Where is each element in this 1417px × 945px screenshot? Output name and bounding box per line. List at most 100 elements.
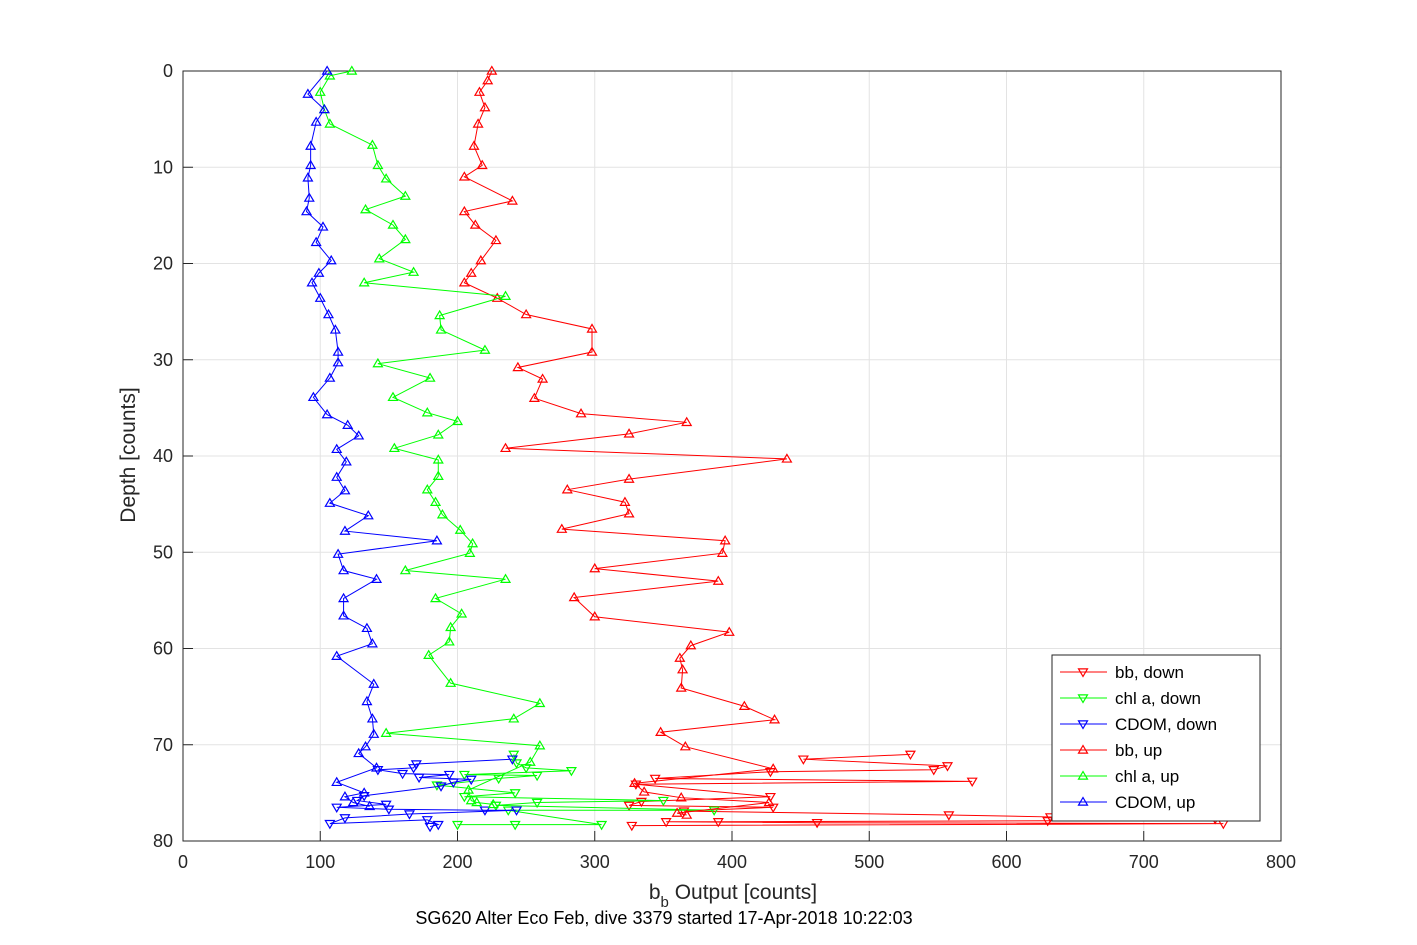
y-tick-label: 80	[153, 831, 173, 851]
data-point	[499, 573, 512, 583]
data-point	[372, 357, 384, 368]
data-point	[388, 442, 400, 453]
data-point	[1042, 817, 1054, 827]
data-point	[380, 727, 392, 737]
data-point	[361, 622, 373, 633]
data-point	[467, 537, 479, 548]
x-tick-label: 700	[1129, 852, 1159, 872]
axis-ticks: 0 100 200 300 400 500 600 700 800 0 10 20 30 40 50 60 70…	[153, 61, 1296, 872]
data-point	[314, 86, 326, 96]
data-point	[458, 277, 470, 287]
data-point	[443, 770, 455, 781]
data-point	[317, 221, 329, 231]
data-point	[660, 817, 672, 828]
data-point	[432, 820, 444, 831]
data-point	[635, 797, 647, 808]
data-point	[508, 750, 520, 761]
series-chl-a-down	[431, 750, 720, 831]
x-tick-label: 800	[1266, 852, 1296, 872]
series-line-bb-up	[463, 70, 787, 816]
data-point	[763, 796, 775, 807]
data-point	[332, 548, 344, 558]
series-bb-up	[458, 65, 793, 819]
data-point	[331, 650, 343, 660]
data-point	[475, 254, 487, 265]
y-axis-label: Depth [counts]	[117, 387, 140, 522]
data-point	[677, 663, 689, 674]
data-point	[424, 822, 436, 833]
data-point	[512, 361, 524, 372]
data-point	[413, 773, 425, 784]
data-point	[712, 817, 724, 828]
data-point	[399, 233, 411, 244]
data-point	[366, 713, 378, 723]
data-point	[681, 416, 693, 427]
data-point	[383, 805, 395, 815]
data-point	[302, 172, 314, 182]
data-point	[561, 484, 573, 494]
data-point	[465, 775, 477, 786]
legend-item: chl a, down	[1060, 689, 1201, 708]
data-point	[403, 810, 416, 820]
legend-label: bb, up	[1115, 741, 1162, 760]
data-point	[657, 796, 669, 807]
data-point	[565, 766, 577, 777]
data-point	[685, 639, 697, 650]
data-point	[675, 792, 687, 802]
data-point	[361, 695, 373, 706]
data-point	[331, 471, 343, 481]
data-point	[487, 798, 499, 809]
data-point	[490, 234, 502, 245]
data-point	[346, 65, 358, 75]
legend-item: bb, up	[1060, 741, 1162, 760]
data-point	[768, 714, 781, 724]
data-point	[324, 372, 336, 382]
data-point	[506, 755, 518, 765]
data-point	[499, 442, 512, 453]
data-point	[434, 309, 446, 320]
data-point	[359, 203, 372, 214]
data-point	[479, 344, 491, 354]
data-point	[586, 323, 598, 333]
data-point	[738, 700, 750, 711]
data-point	[431, 535, 443, 545]
data-point	[447, 778, 459, 788]
series-line-chl-a-up	[319, 70, 542, 805]
x-tick-label: 100	[305, 852, 335, 872]
data-point	[429, 496, 442, 506]
data-point	[331, 443, 343, 454]
data-point	[359, 740, 372, 751]
data-point	[358, 787, 370, 797]
data-point	[421, 816, 433, 826]
data-point	[366, 638, 378, 648]
data-point	[458, 792, 470, 803]
data-point	[432, 429, 444, 439]
data-point	[534, 740, 546, 750]
data-point	[432, 454, 444, 464]
data-point	[509, 820, 521, 831]
y-tick-label: 70	[153, 735, 173, 755]
data-point	[339, 525, 351, 535]
data-point	[324, 819, 336, 830]
data-point	[473, 86, 486, 96]
data-point	[671, 807, 683, 817]
data-point	[321, 65, 333, 75]
data-point	[368, 678, 380, 688]
data-point	[1217, 819, 1229, 830]
legend-item: CDOM, down	[1060, 715, 1217, 734]
data-point	[458, 171, 470, 181]
legend-item: bb, down	[1060, 663, 1184, 682]
data-point	[408, 266, 420, 276]
legend-label: bb, down	[1115, 663, 1184, 682]
data-point	[331, 803, 343, 813]
data-point	[781, 453, 793, 463]
y-tick-label: 40	[153, 446, 173, 466]
series-cdom-up	[300, 65, 443, 811]
data-point	[510, 759, 523, 769]
x-tick-label: 500	[854, 852, 884, 872]
series-cdom-down	[324, 755, 523, 833]
data-point	[310, 116, 322, 126]
data-point	[471, 796, 483, 807]
data-point	[712, 575, 724, 585]
